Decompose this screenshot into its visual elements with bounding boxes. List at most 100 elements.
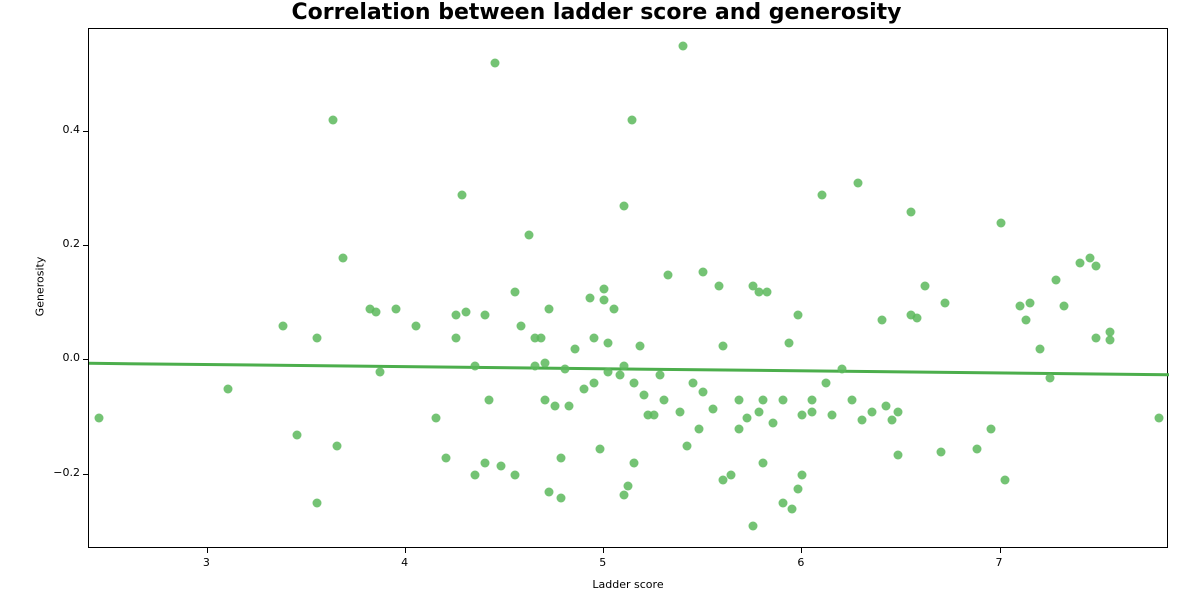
data-point: [719, 342, 728, 351]
data-point: [511, 470, 520, 479]
data-point: [695, 425, 704, 434]
data-point: [293, 430, 302, 439]
data-point: [279, 322, 288, 331]
data-point: [853, 179, 862, 188]
data-point: [822, 379, 831, 388]
data-point: [471, 470, 480, 479]
data-point: [1085, 253, 1094, 262]
data-point: [1046, 373, 1055, 382]
x-tick-label: 3: [203, 556, 210, 569]
data-point: [461, 307, 470, 316]
y-tick: [83, 245, 88, 246]
data-point: [627, 116, 636, 125]
data-point: [893, 450, 902, 459]
chart-title: Correlation between ladder score and gen…: [0, 0, 1193, 25]
data-point: [798, 410, 807, 419]
data-point: [762, 287, 771, 296]
data-point: [1155, 413, 1164, 422]
data-point: [1016, 302, 1025, 311]
data-point: [485, 396, 494, 405]
x-tick: [603, 548, 604, 553]
data-point: [580, 385, 589, 394]
data-point: [511, 287, 520, 296]
data-point: [788, 505, 797, 514]
data-point: [689, 379, 698, 388]
x-axis-label: Ladder score: [88, 578, 1168, 591]
data-point: [431, 413, 440, 422]
data-point: [748, 522, 757, 531]
data-point: [893, 407, 902, 416]
data-point: [451, 310, 460, 319]
data-point: [937, 447, 946, 456]
data-point: [828, 410, 837, 419]
data-point: [639, 390, 648, 399]
data-point: [1105, 336, 1114, 345]
data-point: [798, 470, 807, 479]
data-point: [1091, 333, 1100, 342]
data-point: [471, 362, 480, 371]
data-point: [719, 476, 728, 485]
data-point: [616, 370, 625, 379]
data-point: [778, 396, 787, 405]
x-tick: [207, 548, 208, 553]
data-point: [564, 402, 573, 411]
x-tick-label: 5: [599, 556, 606, 569]
data-point: [727, 470, 736, 479]
data-point: [536, 333, 545, 342]
data-point: [481, 459, 490, 468]
data-point: [996, 219, 1005, 228]
data-point: [907, 207, 916, 216]
data-point: [972, 445, 981, 454]
x-tick-label: 6: [797, 556, 804, 569]
plot-area: [88, 28, 1168, 548]
data-point: [635, 342, 644, 351]
data-point: [881, 402, 890, 411]
data-point: [794, 310, 803, 319]
x-tick: [405, 548, 406, 553]
data-point: [808, 396, 817, 405]
y-tick-label: 0.4: [63, 123, 81, 136]
data-point: [620, 362, 629, 371]
data-point: [921, 282, 930, 291]
y-axis-label: Generosity: [33, 257, 46, 317]
data-point: [524, 230, 533, 239]
data-point: [497, 462, 506, 471]
data-point: [857, 416, 866, 425]
data-point: [560, 365, 569, 374]
data-point: [715, 282, 724, 291]
data-point: [742, 413, 751, 422]
data-point: [596, 445, 605, 454]
data-point: [544, 487, 553, 496]
data-point: [629, 379, 638, 388]
x-tick-label: 7: [996, 556, 1003, 569]
regression-line: [89, 29, 1169, 549]
data-point: [699, 387, 708, 396]
data-point: [604, 367, 613, 376]
x-tick: [801, 548, 802, 553]
data-point: [709, 405, 718, 414]
data-point: [808, 407, 817, 416]
data-point: [392, 305, 401, 314]
data-point: [663, 270, 672, 279]
data-point: [481, 310, 490, 319]
data-point: [604, 339, 613, 348]
x-tick: [1000, 548, 1001, 553]
data-point: [1000, 476, 1009, 485]
data-point: [457, 190, 466, 199]
data-point: [683, 442, 692, 451]
data-point: [758, 396, 767, 405]
data-point: [441, 453, 450, 462]
data-point: [312, 499, 321, 508]
data-point: [913, 313, 922, 322]
data-point: [877, 316, 886, 325]
data-point: [1059, 302, 1068, 311]
data-point: [734, 425, 743, 434]
y-tick-label: 0.2: [63, 237, 81, 250]
y-tick-label: −0.2: [53, 466, 80, 479]
data-point: [624, 482, 633, 491]
data-point: [778, 499, 787, 508]
data-point: [550, 402, 559, 411]
x-tick-label: 4: [401, 556, 408, 569]
data-point: [590, 333, 599, 342]
y-tick: [83, 359, 88, 360]
